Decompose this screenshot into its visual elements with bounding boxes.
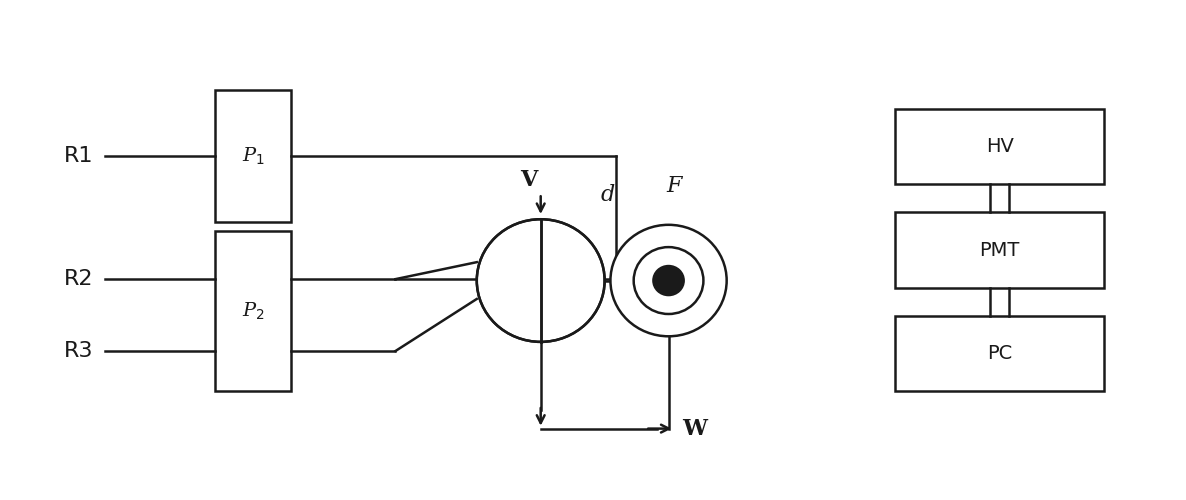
Text: R1: R1 [64, 146, 94, 166]
Polygon shape [477, 219, 541, 342]
Ellipse shape [633, 247, 703, 314]
Text: P$_2$: P$_2$ [242, 300, 264, 322]
Bar [895, 109, 1104, 184]
Bar [216, 231, 291, 391]
Text: R3: R3 [64, 341, 94, 361]
Text: W: W [682, 418, 708, 440]
Text: R2: R2 [64, 269, 94, 289]
Text: F: F [667, 174, 682, 197]
Ellipse shape [611, 225, 727, 336]
Bar [216, 90, 291, 222]
Text: HV: HV [986, 137, 1014, 156]
Ellipse shape [477, 219, 605, 342]
Bar [895, 316, 1104, 391]
Text: V: V [521, 169, 537, 191]
Text: PMT: PMT [980, 240, 1020, 260]
Bar [895, 212, 1104, 288]
Text: d: d [600, 184, 614, 206]
Ellipse shape [653, 266, 683, 295]
Text: P$_1$: P$_1$ [242, 146, 264, 167]
Text: PC: PC [987, 344, 1013, 363]
